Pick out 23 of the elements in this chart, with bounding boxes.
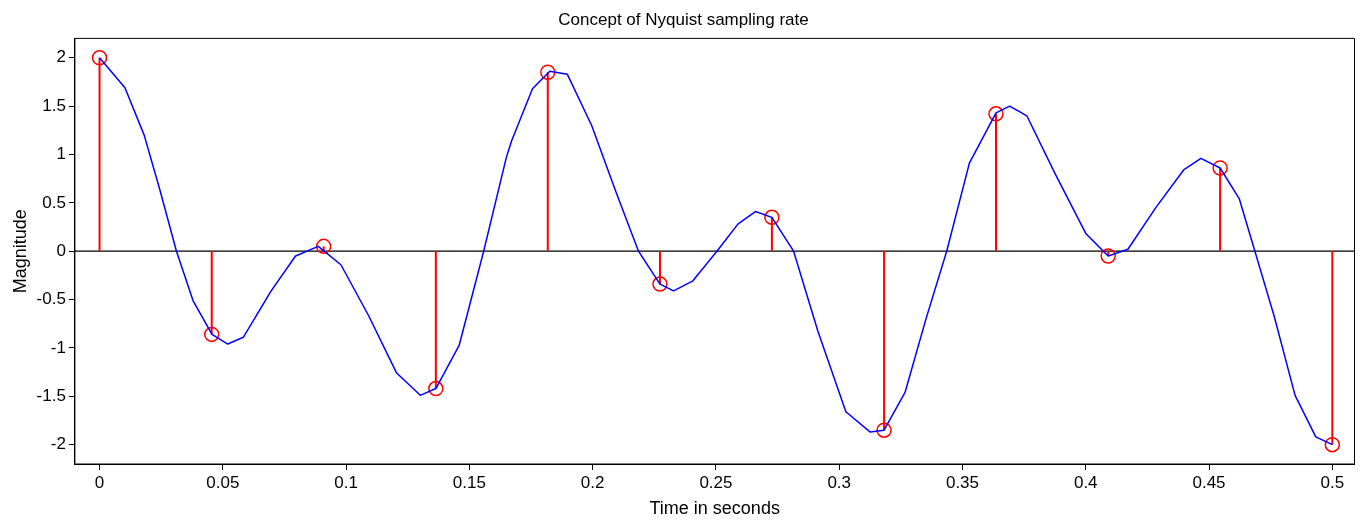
y-tick-label: 2 — [56, 47, 66, 67]
x-tick-label: 0.15 — [452, 472, 486, 492]
x-tick-label: 0.25 — [699, 472, 733, 492]
x-tick-label: 0.4 — [1073, 472, 1098, 492]
x-tick-label: 0.2 — [580, 472, 605, 492]
y-tick-label: 1.5 — [42, 95, 66, 115]
y-tick-label: -0.5 — [36, 289, 66, 309]
x-tick-label: 0.45 — [1192, 472, 1226, 492]
chart-title: Concept of Nyquist sampling rate — [558, 9, 809, 29]
y-tick-label: -2 — [50, 434, 66, 454]
y-tick-label: -1.5 — [36, 385, 66, 405]
y-tick-label: 1 — [56, 144, 66, 164]
x-tick-label: 0.35 — [945, 472, 980, 492]
x-tick-label: 0 — [94, 472, 105, 492]
x-tick-label: 0.05 — [206, 472, 240, 492]
x-axis-title: Time in seconds — [649, 498, 780, 519]
y-tick-label: 0 — [56, 240, 66, 260]
y-tick-label: -1 — [50, 337, 66, 357]
x-tick-label: 0.3 — [827, 472, 852, 492]
y-tick-label: 0.5 — [42, 192, 66, 212]
y-axis-title: Magnitude — [9, 209, 30, 294]
x-tick-label: 0.1 — [334, 472, 358, 492]
x-tick-label: 0.5 — [1320, 472, 1345, 492]
